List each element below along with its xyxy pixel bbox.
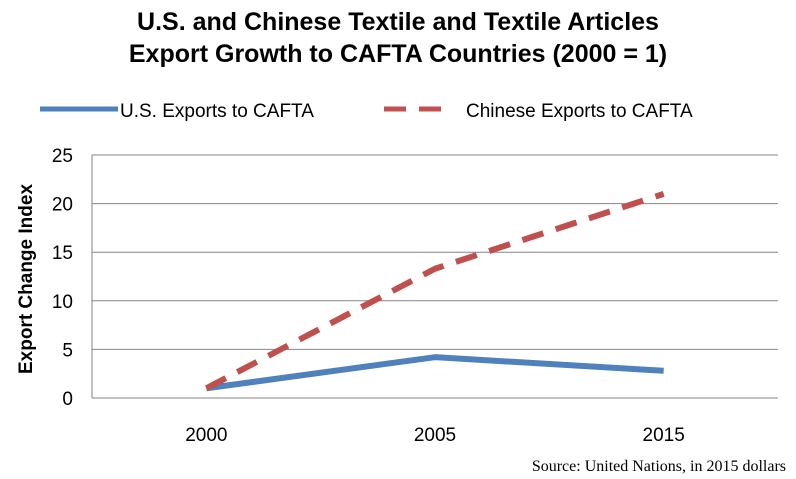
y-tick-label: 0 bbox=[62, 389, 73, 410]
y-tick-labels: 0 5 10 15 20 25 bbox=[52, 146, 73, 410]
source-note: Source: United Nations, in 2015 dollars bbox=[531, 458, 786, 475]
x-tick-label: 2005 bbox=[414, 425, 456, 446]
chart-title-line-2: Export Growth to CAFTA Countries (2000 =… bbox=[128, 40, 668, 68]
y-tick-label: 20 bbox=[52, 195, 73, 216]
x-tick-label: 2015 bbox=[643, 425, 685, 446]
legend: U.S. Exports to CAFTA Chinese Exports to… bbox=[40, 101, 693, 122]
series-line-1 bbox=[205, 354, 664, 392]
chart-title: U.S. and Chinese Textile and Textile Art… bbox=[0, 6, 796, 70]
x-tick-labels: 2000 2005 2015 bbox=[185, 425, 685, 446]
legend-label-chinese-exports: Chinese Exports to CAFTA bbox=[466, 101, 693, 122]
legend-label-us-exports: U.S. Exports to CAFTA bbox=[120, 101, 314, 122]
y-tick-label: 5 bbox=[62, 340, 73, 361]
gridlines bbox=[91, 154, 778, 399]
y-tick-label: 25 bbox=[52, 146, 73, 167]
chart-title-line-1: U.S. and Chinese Textile and Textile Art… bbox=[137, 8, 659, 36]
y-axis-label: Export Change Index bbox=[16, 184, 37, 374]
x-tick-label: 2000 bbox=[185, 425, 227, 446]
series-lines bbox=[204, 191, 665, 392]
y-tick-label: 10 bbox=[52, 292, 73, 313]
y-tick-label: 15 bbox=[52, 243, 73, 264]
